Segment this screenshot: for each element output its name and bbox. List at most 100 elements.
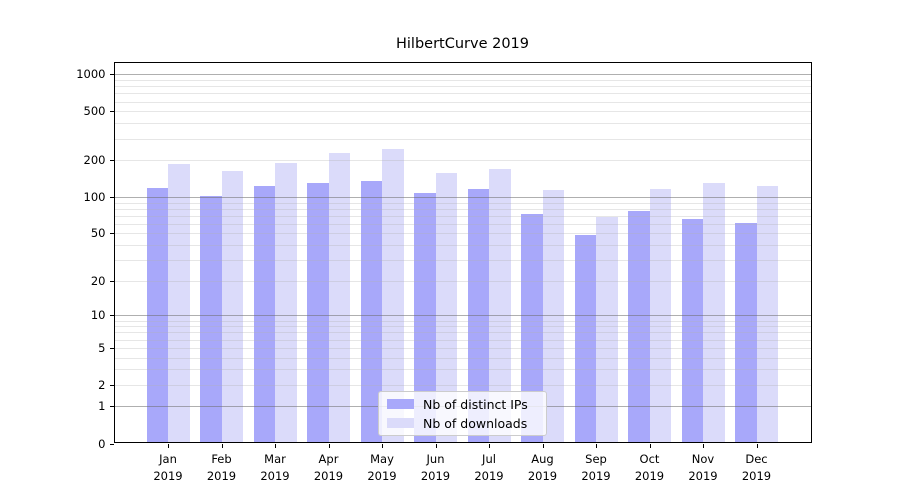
gridline-minor-70 xyxy=(113,215,812,217)
bar-distinct-ips-mar xyxy=(253,186,275,444)
y-tick-mark-20 xyxy=(109,280,114,282)
gridline-minor-7 xyxy=(113,332,812,334)
x-tick-label-sep: Sep 2019 xyxy=(581,451,610,485)
x-label-year: 2019 xyxy=(367,468,397,483)
x-label-month: Dec xyxy=(745,451,768,466)
x-tick-mark-jul xyxy=(489,443,490,448)
gridline-minor-3 xyxy=(113,369,812,371)
legend: Nb of distinct IPs Nb of downloads xyxy=(378,391,547,436)
x-label-month: Feb xyxy=(211,451,232,466)
x-tick-label-aug: Aug 2019 xyxy=(528,451,557,485)
y-tick-label-200: 200 xyxy=(83,153,106,168)
bar-distinct-ips-sep xyxy=(574,234,596,444)
legend-label-downloads: Nb of downloads xyxy=(423,415,528,431)
x-label-year: 2019 xyxy=(313,468,344,483)
x-label-month: Aug xyxy=(531,451,554,466)
x-label-month: Jul xyxy=(482,451,496,466)
y-tick-mark-100 xyxy=(109,196,114,198)
x-tick-mark-feb xyxy=(221,443,223,448)
y-tick-mark-500 xyxy=(109,111,114,113)
y-tick-label-0: 0 xyxy=(98,436,106,451)
y-tick-label-100: 100 xyxy=(83,189,106,204)
x-tick-mark-jan xyxy=(168,443,169,448)
gridline-minor-80 xyxy=(113,208,812,210)
gridline-minor-4 xyxy=(113,357,812,359)
gridline-minor-2 xyxy=(113,384,812,386)
gridline-minor-8 xyxy=(113,326,812,328)
x-tick-mark-mar xyxy=(275,443,276,448)
bar-downloads-jan xyxy=(168,164,190,444)
gridline-minor-6 xyxy=(113,339,812,341)
bar-distinct-ips-oct xyxy=(628,211,650,444)
y-tick-label-2: 2 xyxy=(98,377,106,392)
y-tick-label-1: 1 xyxy=(98,399,106,414)
legend-row-distinct-ips: Nb of distinct IPs xyxy=(387,397,546,412)
x-tick-mark-jun xyxy=(435,443,437,448)
legend-swatch-distinct-ips xyxy=(387,399,414,409)
bar-downloads-apr xyxy=(328,153,350,444)
legend-swatch-downloads xyxy=(387,418,414,428)
y-tick-label-500: 500 xyxy=(83,104,106,119)
x-label-year: 2019 xyxy=(420,468,451,483)
gridline-minor-20 xyxy=(113,280,812,282)
x-label-year: 2019 xyxy=(688,468,718,483)
y-tick-mark-0 xyxy=(109,443,114,445)
bar-distinct-ips-jun xyxy=(414,193,436,444)
x-label-month: Apr xyxy=(318,451,339,466)
x-tick-mark-nov xyxy=(703,443,704,448)
gridline-minor-300 xyxy=(113,138,812,140)
y-tick-label-50: 50 xyxy=(90,226,106,241)
x-tick-mark-sep xyxy=(596,443,597,448)
y-tick-label-10: 10 xyxy=(90,308,106,323)
x-tick-mark-may xyxy=(382,443,383,448)
bar-distinct-ips-aug xyxy=(521,214,543,444)
x-tick-label-jul: Jul 2019 xyxy=(474,451,503,485)
x-label-year: 2019 xyxy=(741,468,772,483)
bar-downloads-sep xyxy=(596,217,618,444)
x-tick-mark-aug xyxy=(542,443,544,448)
y-tick-mark-1 xyxy=(109,406,114,408)
x-label-year: 2019 xyxy=(474,468,504,483)
y-tick-label-5: 5 xyxy=(98,340,106,355)
x-label-year: 2019 xyxy=(206,468,237,483)
x-tick-mark-dec xyxy=(756,443,758,448)
x-label-year: 2019 xyxy=(153,468,183,483)
y-tick-mark-10 xyxy=(109,315,114,317)
bar-distinct-ips-may xyxy=(360,180,382,444)
x-label-month: May xyxy=(370,451,394,466)
gridline-major-100 xyxy=(113,196,812,198)
gridline-minor-90 xyxy=(113,202,812,204)
gridline-minor-200 xyxy=(113,160,812,162)
gridline-minor-50 xyxy=(113,233,812,235)
x-label-month: Jun xyxy=(426,451,445,466)
x-label-year: 2019 xyxy=(260,468,290,483)
y-tick-label-1000: 1000 xyxy=(76,67,106,82)
gridline-major-10 xyxy=(113,315,812,317)
x-tick-mark-oct xyxy=(649,443,651,448)
x-label-year: 2019 xyxy=(581,468,611,483)
gridline-minor-700 xyxy=(113,93,812,95)
y-tick-mark-50 xyxy=(109,233,114,235)
x-tick-label-nov: Nov 2019 xyxy=(688,451,717,485)
y-tick-mark-5 xyxy=(109,347,114,349)
x-tick-label-feb: Feb 2019 xyxy=(207,451,236,485)
gridline-minor-600 xyxy=(113,101,812,103)
bar-downloads-aug xyxy=(542,189,564,444)
bar-distinct-ips-dec xyxy=(735,223,757,444)
x-tick-label-jun: Jun 2019 xyxy=(421,451,450,485)
bar-downloads-nov xyxy=(703,183,725,444)
legend-row-downloads: Nb of downloads xyxy=(387,416,546,431)
x-label-year: 2019 xyxy=(527,468,558,483)
x-tick-label-mar: Mar 2019 xyxy=(260,451,289,485)
bar-downloads-jun xyxy=(435,173,457,444)
x-tick-label-dec: Dec 2019 xyxy=(742,451,771,485)
x-tick-label-apr: Apr 2019 xyxy=(314,451,343,485)
x-tick-label-may: May 2019 xyxy=(367,451,396,485)
y-tick-mark-200 xyxy=(109,160,114,162)
gridline-minor-900 xyxy=(113,80,812,82)
gridline-minor-5 xyxy=(113,347,812,349)
gridline-minor-9 xyxy=(113,320,812,322)
x-tick-label-oct: Oct 2019 xyxy=(635,451,664,485)
